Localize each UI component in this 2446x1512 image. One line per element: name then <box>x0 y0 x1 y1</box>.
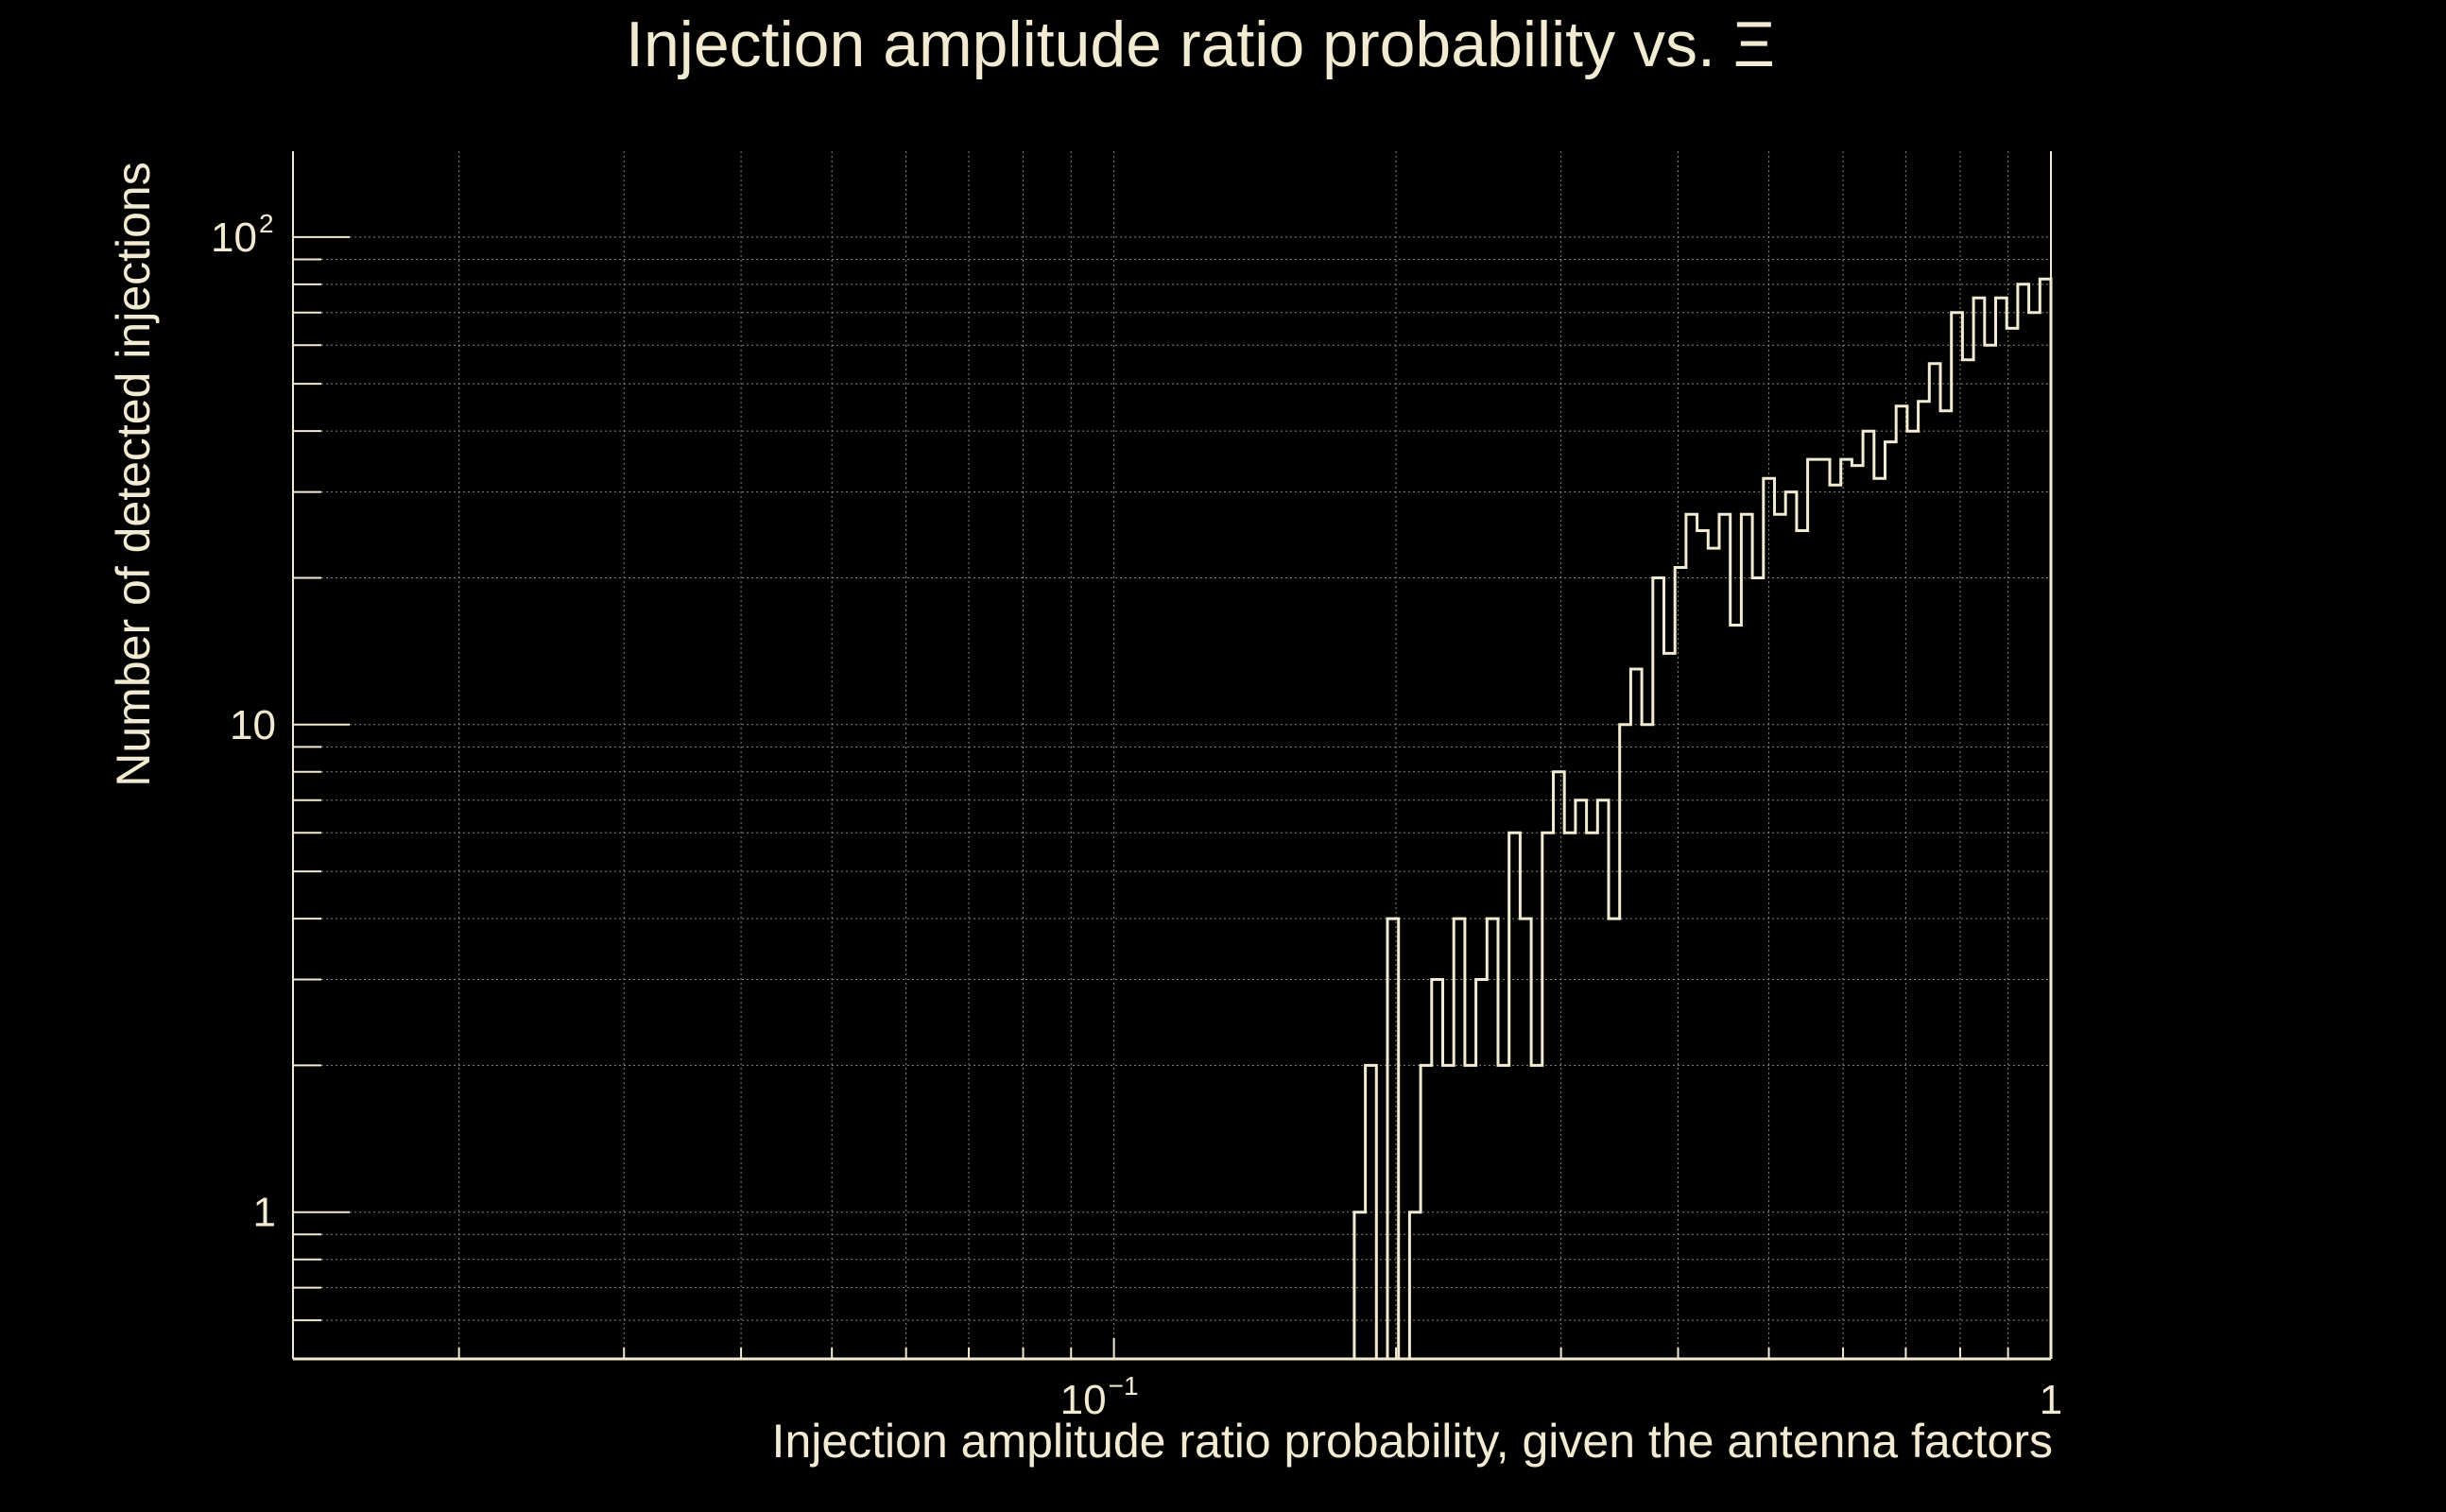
histogram-bin <box>1542 833 1554 1359</box>
y-tick-label: 10 <box>230 702 276 748</box>
histogram-bin <box>2007 328 2018 1359</box>
histogram-bin <box>1409 1212 1421 1359</box>
histogram-bin <box>1952 313 1963 1359</box>
histogram-bin <box>1764 478 1775 1359</box>
histogram-bin <box>1896 406 1907 1359</box>
histogram-bin <box>1564 833 1576 1359</box>
histogram-bin <box>1752 577 1764 1359</box>
histogram-bin <box>1620 725 1631 1359</box>
grid <box>293 151 2052 1360</box>
histogram-bin <box>1520 919 1531 1359</box>
histogram-bin <box>1509 833 1521 1359</box>
histogram-bin <box>1454 919 1465 1359</box>
histogram-bin <box>1797 530 1808 1359</box>
x-tick-label: 1 <box>2040 1377 2062 1423</box>
histogram-bin <box>1774 514 1785 1359</box>
histogram-bin <box>2018 284 2029 1359</box>
histogram-bin <box>1432 980 1443 1359</box>
x-axis-label: Injection amplitude ratio probability, g… <box>772 1415 2053 1468</box>
histogram-bin <box>1465 1065 1476 1359</box>
histogram-bin <box>1741 514 1752 1359</box>
histogram-bin <box>1808 459 1819 1359</box>
histogram-outline <box>293 277 2053 1361</box>
histogram-bin <box>1531 1065 1542 1359</box>
y-tick-label: 1 <box>253 1190 276 1236</box>
histogram-bin <box>1874 478 1886 1359</box>
histogram-bin <box>1841 459 1852 1359</box>
histogram-bin <box>1697 530 1709 1359</box>
histogram-bin <box>1642 725 1653 1359</box>
histogram-bin <box>2040 279 2051 1359</box>
y-axis-label: Number of detected injections <box>107 162 160 786</box>
histogram-bin <box>1852 466 1863 1359</box>
histogram-bin <box>1354 1212 1366 1359</box>
histogram-bin <box>1962 360 1973 1359</box>
histogram-bin <box>1675 568 1686 1359</box>
histogram-bin <box>1421 1065 1432 1359</box>
histogram-bin <box>1708 548 1719 1359</box>
histogram-bin <box>1630 669 1642 1359</box>
y-tick-label: 10 <box>211 215 257 261</box>
x-tick-label: 10 <box>1060 1377 1107 1423</box>
histogram-bin <box>1686 514 1697 1359</box>
histogram-bin <box>1653 577 1664 1359</box>
histogram-bin <box>1597 800 1609 1359</box>
histogram-bin <box>1553 772 1564 1359</box>
histogram-bin <box>1973 298 1985 1359</box>
histogram-bin <box>1442 1065 1454 1359</box>
histogram-bin <box>1587 833 1598 1359</box>
histogram-bin <box>1919 402 1930 1359</box>
histogram-bin <box>1929 364 1940 1359</box>
histogram-bin <box>1885 442 1896 1359</box>
histogram-bin <box>1498 1065 1509 1359</box>
histogram-bin <box>1476 980 1488 1359</box>
chart-title: Injection amplitude ratio probability vs… <box>626 9 1775 80</box>
histogram-bin <box>1863 431 1874 1359</box>
histogram-bin <box>1387 919 1399 1359</box>
histogram-bin <box>1830 485 1841 1359</box>
histogram-bin <box>1576 800 1587 1359</box>
histogram-bin <box>1731 625 1742 1359</box>
histogram-bin <box>1985 345 1996 1359</box>
y-tick-label-exponent: 2 <box>259 209 274 238</box>
histogram-bin <box>1719 514 1731 1359</box>
histogram-bin <box>1785 492 1797 1359</box>
x-tick-label-exponent: −1 <box>1109 1371 1139 1400</box>
histogram-bin <box>1366 1065 1377 1359</box>
histogram-bin <box>1663 653 1675 1359</box>
histogram-bin <box>1609 919 1620 1359</box>
histogram-bin <box>1940 411 1952 1359</box>
histogram-series <box>293 277 2053 1361</box>
histogram-bin <box>2029 313 2041 1359</box>
histogram-bin <box>1487 919 1498 1359</box>
histogram-bin <box>1995 298 2007 1359</box>
histogram-bin <box>1907 431 1919 1359</box>
histogram-bin <box>1818 459 1830 1359</box>
